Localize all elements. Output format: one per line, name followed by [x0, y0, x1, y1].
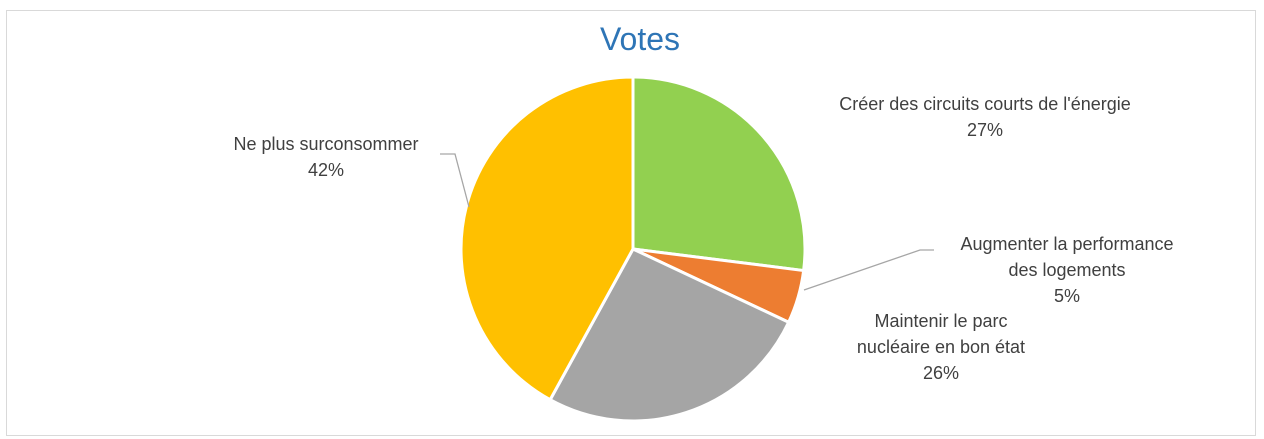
- slice-percent-label: 42%: [308, 160, 344, 180]
- slice-percent-label: 26%: [923, 363, 959, 383]
- pie-slice: [631, 75, 807, 273]
- slice-category-label: des logements: [1008, 260, 1125, 280]
- leader-lines: [440, 153, 934, 291]
- slice-labels: Créer des circuits courts de l'énergie 27…: [233, 94, 1173, 383]
- slice-percent-label: 27%: [967, 120, 1003, 140]
- slice-category-label: nucléaire en bon état: [857, 337, 1025, 357]
- pie-slices: [459, 75, 807, 423]
- slice-category-label: Augmenter la performance: [960, 234, 1173, 254]
- slice-category-label: Ne plus surconsommer: [233, 134, 418, 154]
- slice-category-label: Créer des circuits courts de l'énergie: [839, 94, 1131, 114]
- leader-line: [440, 153, 470, 208]
- leader-line: [803, 249, 934, 291]
- chart-title: Votes: [600, 21, 680, 57]
- slice-category-label: Maintenir le parc: [874, 311, 1007, 331]
- slice-percent-label: 5%: [1054, 286, 1080, 306]
- pie-slice: [459, 75, 635, 402]
